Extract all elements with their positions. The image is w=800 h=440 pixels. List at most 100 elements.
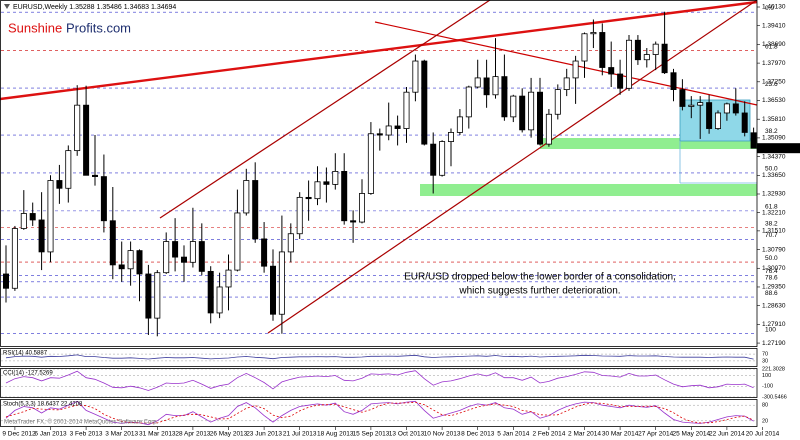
x-tick-label: 8 Dec 2013 (461, 431, 495, 438)
support-zone (540, 138, 757, 149)
candle-body (74, 104, 81, 152)
y-tick-label: 1.36530 (762, 97, 786, 104)
candle-body (403, 91, 410, 129)
candle-body (92, 174, 99, 177)
channel-line (267, 0, 758, 334)
indicator-line (5, 370, 754, 391)
indicator-tick-label: 20 (762, 418, 768, 424)
candle-body (189, 241, 196, 263)
indicator-tick-label: 100 (762, 373, 771, 379)
y-tick-label: 1.31510 (762, 228, 786, 235)
candle-body (136, 250, 143, 275)
x-tick-label: 31 Mar 2013 (139, 431, 176, 438)
y-tick-label: 1.37250 (762, 79, 786, 86)
candle-body (367, 133, 374, 194)
candle-body (501, 76, 508, 118)
candle-body (243, 180, 250, 214)
candle-body (11, 228, 18, 289)
x-tick-label: 5 Jan 2014 (497, 431, 530, 438)
candle-body (269, 265, 276, 315)
candle-body (314, 181, 321, 200)
candle-body (732, 103, 739, 114)
candle-body (456, 116, 463, 133)
candle-body (252, 180, 259, 240)
candle-body (537, 91, 544, 145)
candle-body (278, 251, 285, 315)
panel-frame (0, 399, 758, 427)
x-tick-label: 3 Feb 2013 (70, 431, 103, 438)
candle-body (332, 171, 339, 185)
x-tick-label: 3 Mar 2013 (105, 431, 138, 438)
candle-body (163, 241, 170, 274)
candle-body (3, 273, 9, 289)
candle-body (590, 32, 597, 35)
candles (3, 11, 757, 337)
candle-body (83, 104, 90, 176)
candle-body (599, 32, 606, 68)
candle-body (750, 132, 757, 149)
candle-body (608, 67, 615, 75)
candle-body (679, 89, 686, 107)
candle-body (65, 150, 72, 189)
fib-label: 0.0 (765, 5, 774, 12)
indicator-tick-label: 70 (762, 352, 768, 358)
indicator-tick-label: -100 (762, 384, 773, 390)
last-price-box (757, 143, 800, 154)
header-icon (4, 4, 10, 9)
candle-body (652, 43, 659, 55)
annotation: EUR/USD dropped below the lower border o… (404, 272, 676, 283)
y-tick-label: 1.29350 (762, 284, 786, 291)
fib-label: 61.8 (765, 204, 778, 211)
fib-label: 38.2 (765, 128, 778, 135)
text-layer: EURUSD,Weekly 1.35288 1.35486 1.34683 1.… (2, 4, 800, 438)
y-tick-label: 1.33650 (762, 172, 786, 179)
x-tick-label: 18 Aug 2013 (317, 431, 354, 438)
y-tick-label: 1.39410 (762, 22, 786, 29)
y-tick-label: 1.37970 (762, 60, 786, 67)
fib-label: 88.6 (765, 290, 778, 297)
fib-label: 61.8 (765, 43, 778, 50)
candle-body (563, 77, 570, 90)
fib-label: 70.7 (765, 232, 778, 239)
candle-body (465, 86, 472, 118)
frame (0, 0, 758, 427)
trend-line (0, 0, 758, 101)
x-tick-label: 27 Apr 2014 (638, 431, 673, 438)
x-tick-label: 10 Nov 2013 (424, 431, 461, 438)
candle-body (154, 272, 161, 319)
y-tick-label: 1.32930 (762, 191, 786, 198)
x-tick-label: 2 Feb 2014 (532, 431, 565, 438)
candle-body (358, 193, 365, 223)
fib-label: 23.6 (765, 81, 778, 88)
candle-body (350, 220, 357, 223)
fib-label: 78.6 (765, 274, 778, 281)
indicator-tick-label: 221.3028 (762, 366, 785, 372)
candle-body (118, 264, 125, 270)
candle-body (172, 241, 179, 258)
last-price-label: 1.34694 (762, 145, 786, 152)
candle-body (617, 73, 624, 89)
x-tick-label: 21 Jul 2013 (283, 431, 317, 438)
copyright: MetaTrader FX, © 2001-2014 MetaQuotes So… (4, 419, 159, 426)
candle-body (38, 219, 45, 253)
indicator-line (5, 354, 754, 360)
candle-body (492, 76, 499, 96)
fib-label: 38.2 (765, 220, 778, 227)
channel-line (159, 0, 491, 219)
x-tick-label: 6 Jan 2013 (34, 431, 67, 438)
x-tick-label: 15 Sep 2013 (352, 431, 389, 438)
candle-body (323, 181, 330, 185)
indicator-tick-label: 30 (762, 358, 768, 364)
support-zone (420, 184, 757, 196)
candle-body (447, 132, 454, 142)
candle-body (572, 60, 579, 79)
candle-body (29, 213, 36, 221)
y-tick-label: 1.34370 (762, 153, 786, 160)
panel-frame (0, 348, 758, 367)
candle-body (198, 241, 205, 272)
candle-body (706, 102, 713, 129)
candle-body (305, 196, 312, 200)
y-tick-label: 1.32210 (762, 209, 786, 216)
x-tick-label: 30 Mar 2014 (602, 431, 639, 438)
